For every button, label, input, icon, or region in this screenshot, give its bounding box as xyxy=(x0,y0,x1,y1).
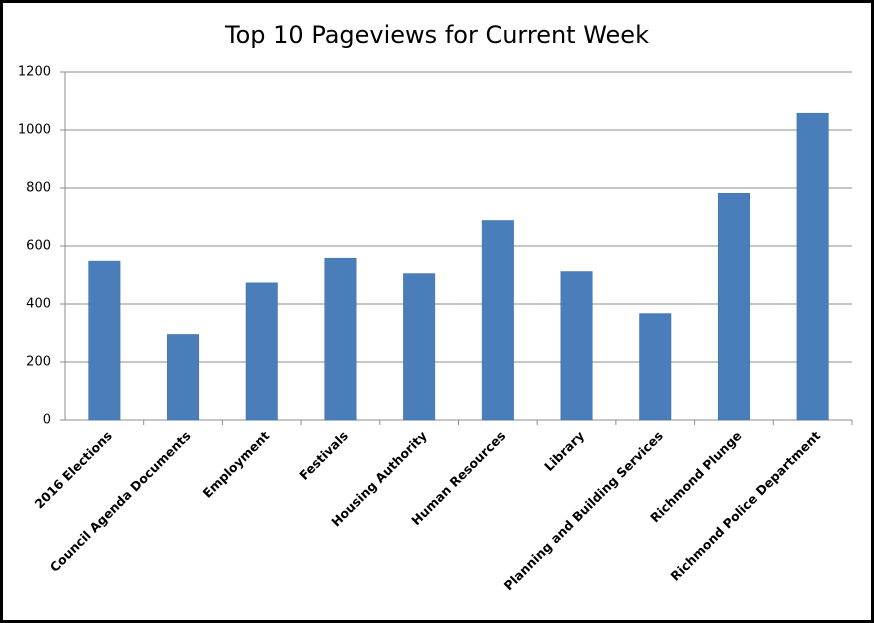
y-tick-label: 200 xyxy=(26,355,51,370)
y-tick-label: 0 xyxy=(43,413,51,428)
bar xyxy=(560,271,593,421)
y-tick-label: 1000 xyxy=(18,123,51,138)
bar xyxy=(403,273,436,421)
bar xyxy=(717,192,750,421)
bar xyxy=(245,282,278,421)
chart-title: Top 10 Pageviews for Current Week xyxy=(224,21,649,49)
bar xyxy=(796,112,829,421)
bar xyxy=(88,260,121,421)
y-tick-label: 400 xyxy=(26,297,51,312)
y-tick-label: 1200 xyxy=(18,65,51,80)
bar xyxy=(481,220,514,421)
bar xyxy=(167,334,200,421)
y-tick-label: 600 xyxy=(26,239,51,254)
y-tick-label: 800 xyxy=(26,181,51,196)
bar xyxy=(324,257,357,421)
bar xyxy=(639,313,672,421)
